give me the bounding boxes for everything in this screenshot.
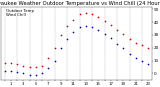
Point xyxy=(47,57,50,59)
Title: Milwaukee Weather Outdoor Temperature vs Wind Chill (24 Hours): Milwaukee Weather Outdoor Temperature vs… xyxy=(0,1,160,6)
Point xyxy=(97,16,100,18)
Point xyxy=(122,33,125,34)
Point xyxy=(128,38,131,39)
Point xyxy=(97,29,100,31)
Point xyxy=(103,20,106,22)
Point xyxy=(66,38,68,39)
Point xyxy=(147,64,150,65)
Point xyxy=(72,32,75,33)
Point xyxy=(110,37,112,38)
Point xyxy=(78,27,81,28)
Point xyxy=(53,60,56,61)
Point xyxy=(103,33,106,34)
Point xyxy=(85,25,87,27)
Point xyxy=(78,14,81,15)
Point xyxy=(141,45,144,46)
Point xyxy=(66,25,68,27)
Legend: Outdoor Temp, Wind Chill: Outdoor Temp, Wind Chill xyxy=(3,9,34,18)
Point xyxy=(60,47,62,48)
Point xyxy=(141,60,144,61)
Point xyxy=(22,65,25,66)
Point xyxy=(35,74,37,75)
Point xyxy=(60,34,62,36)
Point xyxy=(53,47,56,48)
Point xyxy=(41,65,43,66)
Point xyxy=(22,73,25,74)
Point xyxy=(3,62,6,64)
Point xyxy=(135,42,137,43)
Point xyxy=(16,64,18,65)
Point xyxy=(122,47,125,48)
Point xyxy=(16,71,18,73)
Point xyxy=(28,66,31,68)
Point xyxy=(91,27,93,28)
Point xyxy=(47,68,50,69)
Point xyxy=(9,70,12,72)
Point xyxy=(28,74,31,75)
Point xyxy=(35,66,37,68)
Point xyxy=(128,54,131,55)
Point xyxy=(9,62,12,64)
Point xyxy=(135,57,137,59)
Point xyxy=(116,29,118,31)
Point xyxy=(3,70,6,72)
Point xyxy=(85,13,87,14)
Point xyxy=(110,24,112,25)
Point xyxy=(72,19,75,20)
Point xyxy=(41,73,43,74)
Point xyxy=(116,43,118,45)
Point xyxy=(91,14,93,15)
Point xyxy=(147,47,150,48)
